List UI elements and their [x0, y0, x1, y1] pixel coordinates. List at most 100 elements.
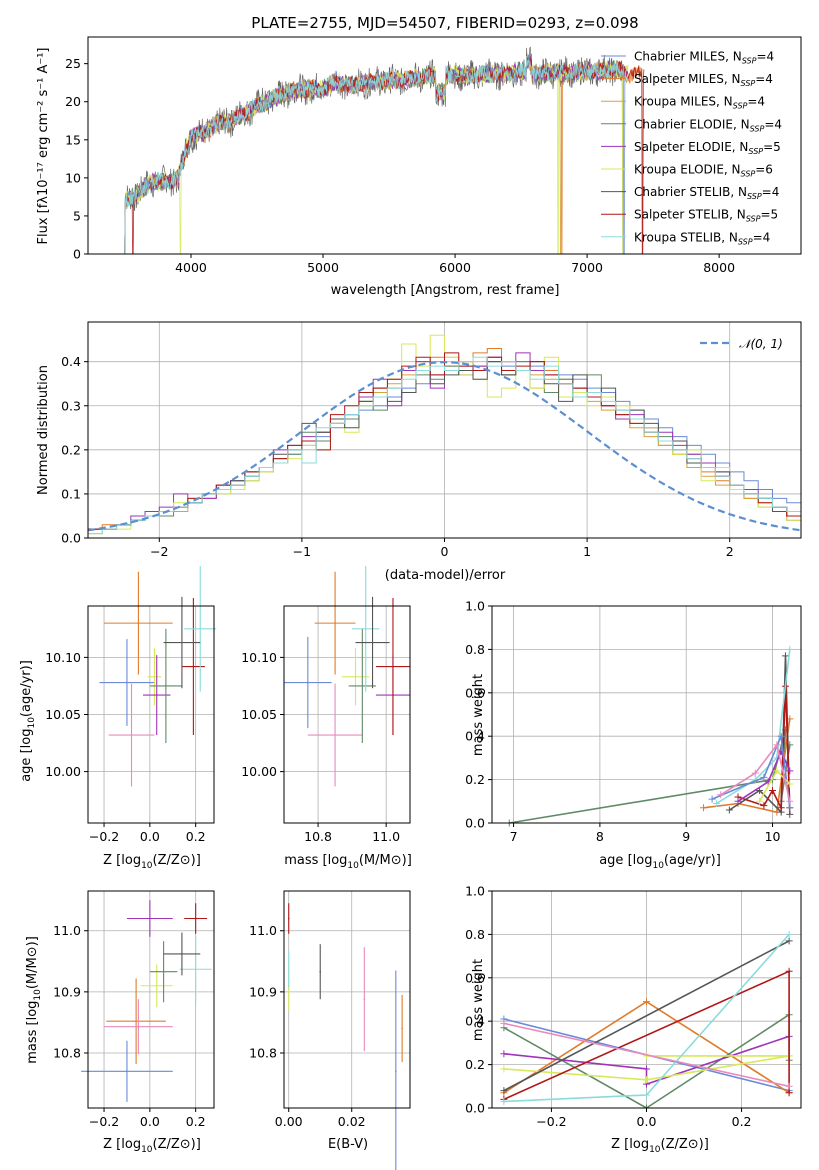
y-tick-label: 0.0 [61, 531, 81, 546]
weight-vs-age-panel: 7 8 9 10 0.0 0.2 0.4 0.6 0.8 1.0 [465, 599, 802, 844]
x-tick-label: −2 [150, 544, 168, 559]
y-tick-label: 0.4 [61, 354, 81, 369]
data-point [165, 685, 167, 687]
ageZ-xlabel: Z [log10(Z/Z⊙)] [103, 853, 201, 871]
data-point [149, 917, 151, 920]
data-point [199, 628, 202, 630]
legend-entry: Salpeter ELODIE, NSSP=5 [634, 140, 781, 156]
y-tick-label: 0.2 [465, 772, 485, 787]
axes-frame [87, 36, 802, 255]
age-vs-metallicity-panel: −0.2 0.0 0.2 10.00 10.05 10.10 [45, 566, 217, 844]
mZ-ylabel: mass [log10(M/M⊙)] [25, 936, 43, 1064]
y-tick-label: 0.4 [465, 1014, 485, 1029]
mE-xlabel: E(B-V) [328, 1137, 368, 1152]
weight-series-0 [509, 729, 791, 824]
x-tick-label: 10 [765, 829, 781, 844]
weight-marker [756, 797, 764, 805]
y-tick-label: 10.00 [45, 764, 81, 779]
x-tick-label: 8000 [703, 260, 735, 275]
x-tick-label: 9 [682, 829, 690, 844]
data-point [401, 1027, 403, 1030]
weight-marker [751, 769, 759, 777]
x-tick-label: 1 [583, 544, 591, 559]
gaussian-curve [87, 360, 802, 532]
y-tick-label: 0.3 [61, 398, 81, 413]
data-point [371, 641, 374, 644]
mZ-xlabel: Z [log10(Z/Z⊙)] [103, 1137, 201, 1155]
weight-marker [725, 806, 733, 814]
data-point [194, 917, 197, 920]
data-point [319, 970, 322, 973]
y-tick-label: 10.10 [241, 650, 277, 665]
y-tick-label: 10.05 [45, 707, 81, 722]
y-tick-label: 0.2 [61, 442, 81, 457]
x-tick-label: 0.2 [186, 1114, 206, 1129]
weight-marker [785, 937, 793, 945]
weight-marker [769, 786, 777, 794]
weight-series-4 [715, 649, 791, 805]
weight-marker [643, 1065, 650, 1073]
x-tick-label: −1 [293, 544, 311, 559]
y-tick-label: 25 [65, 56, 81, 71]
weight-marker [773, 767, 781, 775]
data-point [354, 676, 357, 678]
data-point [395, 1070, 397, 1073]
y-tick-label: 10.8 [53, 1045, 81, 1060]
weight-marker [500, 1087, 508, 1095]
weight-marker [643, 1076, 650, 1084]
legend-entry: Kroupa STELIB, NSSP=4 [634, 230, 770, 246]
x-tick-label: 0.0 [637, 1114, 657, 1129]
legend-entry: Chabrier ELODIE, NSSP=4 [634, 117, 782, 133]
weight-marker [699, 804, 707, 812]
weight-marker [500, 1065, 508, 1073]
y-tick-label: 10 [65, 170, 81, 185]
x-tick-label: 7 [510, 829, 518, 844]
weight-marker [785, 930, 793, 938]
spectrum-title: PLATE=2755, MJD=54507, FIBERID=0293, z=0… [251, 14, 638, 32]
wZ-ylabel: mass weight [471, 959, 486, 1041]
spectrum-legend: Chabrier MILES, NSSP=4 Salpeter MILES, NS… [601, 50, 782, 246]
ageM-xlabel: mass [log10(M/M⊙)] [284, 853, 412, 871]
spectrum-series-8 [123, 55, 627, 255]
data-point [334, 734, 336, 736]
weight-marker [643, 1091, 650, 1099]
axes-frame [491, 605, 802, 824]
legend-entry: 𝒩(0, 1) [739, 337, 783, 351]
y-tick-label: 5 [73, 208, 81, 223]
y-tick-label: 0.1 [61, 486, 81, 501]
y-tick-label: 0.8 [465, 927, 485, 942]
data-point [361, 685, 364, 687]
residual-ylabel: Normed distribution [36, 365, 51, 495]
data-point [364, 628, 367, 630]
y-tick-label: 0.8 [465, 642, 485, 657]
weight-series-8 [720, 743, 791, 802]
data-point [155, 694, 158, 696]
ageZ-ylabel: age [log10(age/yr)] [19, 660, 37, 782]
data-point [307, 681, 309, 684]
y-tick-label: 10.00 [241, 764, 277, 779]
data-point [135, 1020, 137, 1022]
residual-panel: −2 −1 0 1 2 0.0 0.1 0.2 0.3 0.4 𝒩(0, 1) [61, 321, 802, 559]
axes-frame [283, 890, 411, 1109]
weight-marker [734, 797, 742, 805]
legend-entry: Kroupa MILES, NSSP=4 [634, 95, 765, 111]
y-tick-label: 0.6 [465, 970, 485, 985]
spectrum-xlabel: wavelength [Angstrom, rest frame] [331, 283, 560, 298]
x-tick-label: 0 [441, 544, 449, 559]
data-point [181, 953, 183, 955]
y-tick-label: 10.9 [249, 984, 277, 999]
weight-marker [786, 645, 794, 653]
weight-marker [773, 741, 781, 749]
x-tick-label: 11.0 [372, 829, 400, 844]
wAge-ylabel: mass weight [471, 674, 486, 756]
x-tick-label: 0.02 [338, 1114, 366, 1129]
y-tick-label: 0.6 [465, 685, 485, 700]
y-tick-label: 20 [65, 94, 81, 109]
age-vs-mass-panel: 10.8 11.0 10.00 10.05 10.10 [241, 566, 411, 844]
y-tick-label: 1.0 [465, 599, 485, 614]
data-point [137, 1025, 140, 1028]
weight-series-5 [737, 749, 791, 802]
data-point [126, 1070, 128, 1073]
data-point [162, 970, 165, 973]
x-tick-label: 10.8 [304, 829, 332, 844]
